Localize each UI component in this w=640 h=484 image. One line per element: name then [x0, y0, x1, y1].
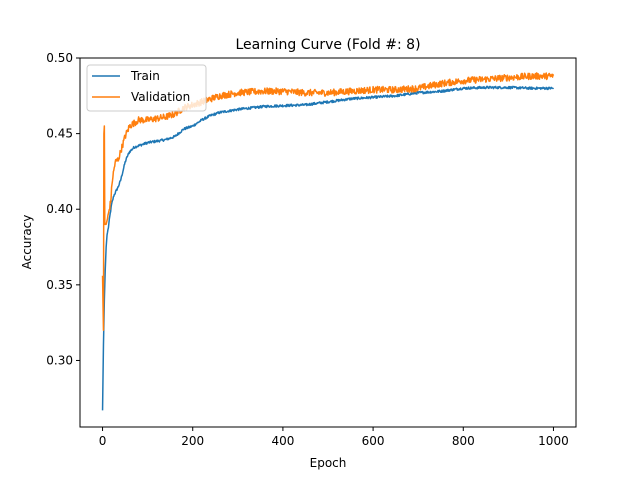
axes-frame	[79, 57, 577, 428]
y-tick-label: 0.45	[46, 127, 73, 141]
x-tick-label: 1000	[538, 434, 569, 448]
legend: Train Validation	[86, 64, 207, 112]
y-tick-label: 0.35	[46, 278, 73, 292]
y-tick-label: 0.30	[46, 353, 73, 367]
x-tick-label: 800	[452, 434, 475, 448]
y-axis-label: Accuracy	[20, 215, 34, 270]
series-line-validation	[101, 72, 555, 331]
x-tick-label: 600	[362, 434, 385, 448]
y-tick-label: 0.40	[46, 202, 73, 216]
x-axis-label: Epoch	[310, 456, 347, 470]
x-tick-label: 400	[271, 434, 294, 448]
legend-label-train: Train	[130, 69, 160, 83]
series-line-train	[101, 85, 555, 411]
chart-title: Learning Curve (Fold #: 8)	[235, 37, 420, 53]
x-tick-label: 0	[99, 434, 107, 448]
plot-layer	[101, 72, 555, 411]
y-tick-label: 0.50	[46, 51, 73, 65]
x-tick-label: 200	[181, 434, 204, 448]
ticks-layer: 0 200 400 600 800 1000 0.30 0.35 0.40 0.45 0.50	[46, 51, 568, 448]
legend-label-validation: Validation	[131, 90, 190, 104]
